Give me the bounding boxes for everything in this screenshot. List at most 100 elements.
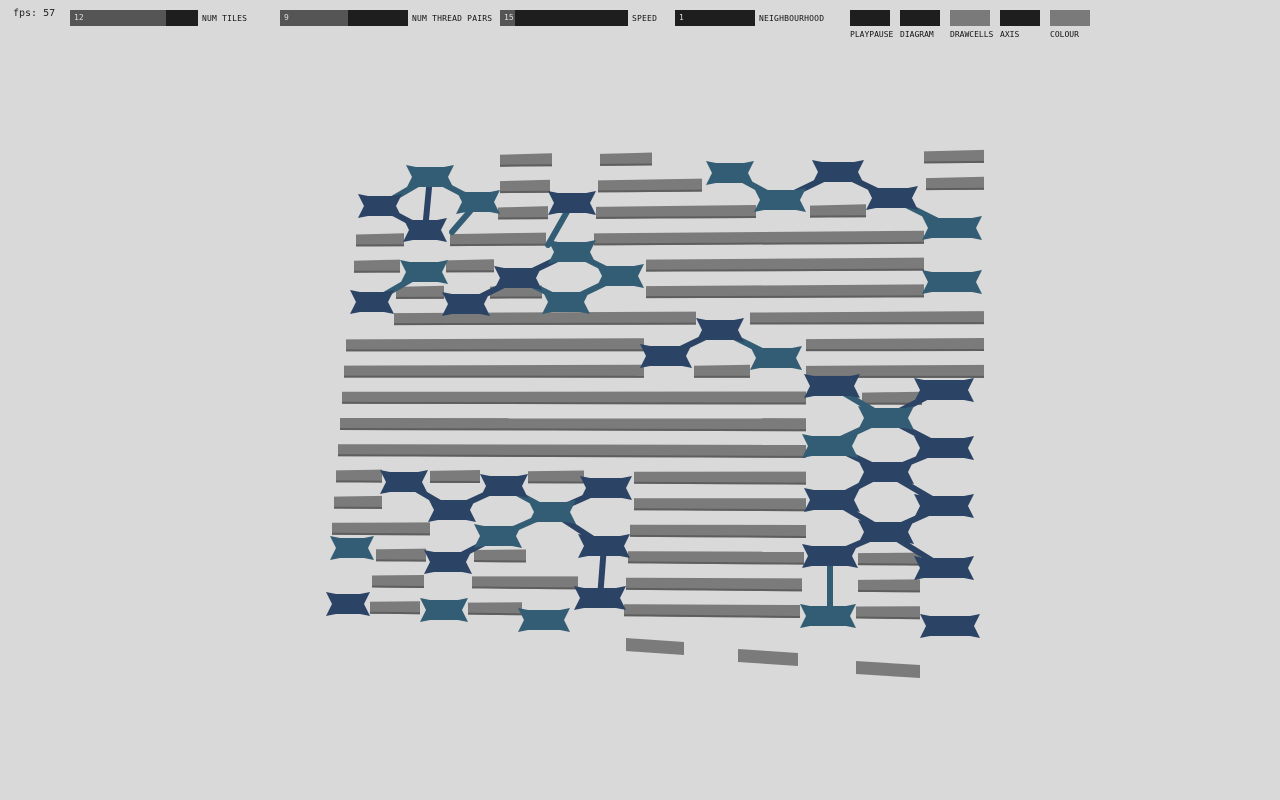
thread-segment [694, 364, 750, 378]
slider-value: 15 [504, 13, 514, 22]
crossing-cell [494, 266, 542, 290]
thread-segment [628, 551, 804, 565]
playpause-toggle[interactable] [850, 10, 890, 26]
axis-toggle[interactable] [1000, 10, 1040, 26]
thread-segment [500, 153, 552, 167]
num-tiles-slider[interactable]: 12 [70, 10, 198, 26]
thread-segment [528, 470, 584, 484]
diagram-toggle[interactable] [900, 10, 940, 26]
thread-segment [338, 444, 806, 458]
thread-segment [356, 233, 404, 247]
thread-shadow [471, 586, 579, 590]
num-tiles-label: NUM TILES [202, 14, 248, 23]
speed-label: SPEED [632, 14, 658, 23]
crossing-cell [750, 346, 802, 370]
thread-segment [624, 604, 800, 618]
thread-segment [396, 285, 444, 299]
thread-shadow [597, 189, 703, 193]
crossing-cell [922, 216, 982, 240]
crossing-cell [914, 494, 974, 518]
thread-segment [594, 230, 924, 246]
drawcells-toggle[interactable] [950, 10, 990, 26]
crossing-cell [914, 436, 974, 460]
thread-segment [858, 579, 920, 593]
fps-counter: fps: 57 [13, 8, 56, 19]
thread-layer [331, 149, 985, 678]
slider-fill [280, 10, 348, 26]
crossing-cell [578, 534, 630, 558]
thread-segment [372, 574, 424, 588]
thread-segment [596, 204, 756, 219]
neighbourhood-slider[interactable]: 1 [675, 10, 755, 26]
thread-segment [474, 549, 526, 563]
crossing-cell [858, 406, 914, 430]
slider-value: 1 [679, 13, 684, 22]
speed-slider[interactable]: 15 [500, 10, 628, 26]
thread-segment [810, 204, 866, 218]
crossing-cell [528, 500, 576, 524]
thread-shadow [331, 532, 431, 536]
crossing-cell [480, 474, 528, 498]
crossing-cell [802, 434, 858, 458]
thread-segment [634, 471, 806, 485]
thread-segment [626, 638, 684, 655]
crossing-cell [914, 556, 974, 580]
thread-segment [862, 391, 922, 405]
thread-segment [738, 649, 798, 666]
thread-segment [806, 364, 984, 378]
crossing-cell [914, 378, 974, 402]
slider-value: 9 [284, 13, 289, 22]
thread-segment [858, 552, 920, 566]
thread-segment [376, 548, 426, 562]
thread-segment [340, 418, 806, 432]
thread-segment [336, 469, 382, 483]
thread-segment [626, 577, 802, 592]
thread-segment [472, 576, 578, 590]
thread-segment [394, 311, 696, 326]
crossing-cell [420, 598, 468, 622]
thread-segment [430, 470, 480, 484]
thread-segment [600, 152, 652, 166]
crossing-cell [922, 270, 982, 294]
thread-segment [856, 606, 920, 620]
crossing-cell [442, 292, 490, 316]
thread-segment [630, 524, 806, 538]
thread-segment [926, 176, 984, 191]
crossing-cell [858, 520, 914, 544]
crossing-cell [518, 608, 570, 632]
thread-segment [500, 179, 550, 194]
crossing-cell [400, 260, 448, 284]
thread-shadow [467, 612, 523, 616]
axis-label: AXIS [1000, 30, 1020, 39]
crossing-cell [812, 160, 864, 184]
thread-segment [598, 178, 702, 193]
thread-shadow [593, 241, 925, 246]
thread-shadow [627, 561, 805, 565]
thread-segment [446, 259, 494, 273]
crossing-cell [456, 190, 500, 214]
thread-shadow [633, 508, 807, 512]
num-thread-pairs-slider[interactable]: 9 [280, 10, 408, 26]
thread-segment [450, 232, 546, 247]
thread-segment [806, 338, 984, 352]
thread-segment [646, 257, 924, 272]
crossing-cell [920, 614, 980, 638]
crossing-cell [424, 550, 472, 574]
slider-fill [500, 10, 516, 26]
thread-segment [856, 661, 920, 678]
num-thread-pairs-label: NUM THREAD PAIRS [412, 14, 493, 23]
crossing-cell [858, 460, 914, 484]
crossing-cell [754, 188, 806, 212]
thread-shadow [337, 454, 807, 458]
crossing-cell [330, 536, 374, 560]
crossing-cell [548, 240, 596, 264]
diagram-label: DIAGRAM [900, 30, 934, 39]
crossing-cell [358, 194, 402, 218]
colour-toggle[interactable] [1050, 10, 1090, 26]
thread-shadow [645, 268, 925, 272]
crossing-cell [380, 470, 428, 494]
thread-shadow [341, 401, 807, 405]
crossing-cell [350, 290, 394, 314]
thread-shadow [629, 534, 807, 538]
